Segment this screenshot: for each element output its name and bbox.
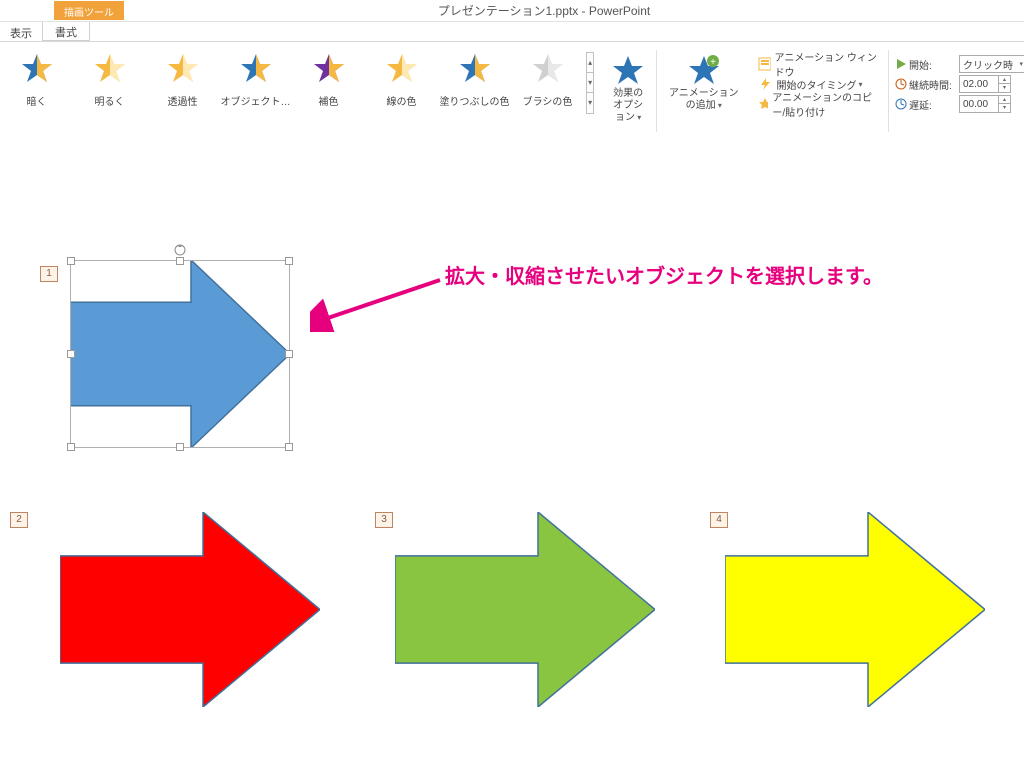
- duration-input[interactable]: 02.00▴▾: [959, 75, 1011, 93]
- pane-icon: [758, 57, 770, 71]
- instruction-arrow-icon: [310, 272, 450, 332]
- effect-options-button[interactable]: 効果の オプション: [600, 50, 656, 124]
- gallery-more[interactable]: ▾: [587, 93, 593, 113]
- arrow-shape[interactable]: [395, 512, 655, 707]
- effect-item[interactable]: 暗く: [0, 50, 73, 108]
- star-icon: [532, 52, 564, 84]
- gallery-scroll-up[interactable]: ▴: [587, 53, 593, 73]
- animation-tag[interactable]: 1: [40, 266, 58, 282]
- star-icon: [313, 52, 345, 84]
- animation-tag[interactable]: 2: [10, 512, 28, 528]
- star-icon: [167, 52, 199, 84]
- star-icon: [612, 54, 644, 86]
- star-icon: [240, 52, 272, 84]
- window-title: プレゼンテーション1.pptx - PowerPoint: [124, 2, 1024, 19]
- selection-handle[interactable]: [176, 443, 184, 451]
- effect-item[interactable]: 線の色: [365, 50, 438, 108]
- star-icon: [21, 52, 53, 84]
- start-label: 開始:: [909, 57, 959, 72]
- selection-handle[interactable]: [285, 350, 293, 358]
- selection-box: [70, 260, 290, 448]
- effect-item[interactable]: オブジェクト…: [219, 50, 292, 108]
- animation-tag[interactable]: 3: [375, 512, 393, 528]
- effect-item[interactable]: ブラシの色: [511, 50, 584, 108]
- effect-item[interactable]: 透過性: [146, 50, 219, 108]
- clock-icon: [895, 98, 907, 110]
- delay-input[interactable]: 00.00▴▾: [959, 95, 1011, 113]
- gallery-scroll: ▴ ▾ ▾: [586, 52, 594, 114]
- selection-handle[interactable]: [67, 350, 75, 358]
- selection-handle[interactable]: [285, 443, 293, 451]
- star-icon: [459, 52, 491, 84]
- duration-label: 継続時間:: [909, 77, 959, 92]
- instruction-text: 拡大・収縮させたいオブジェクトを選択します。: [445, 260, 883, 289]
- effect-item[interactable]: 明るく: [73, 50, 146, 108]
- tool-tab[interactable]: 描画ツール: [54, 1, 124, 20]
- effect-item[interactable]: 補色: [292, 50, 365, 108]
- delay-label: 遅延:: [909, 97, 959, 112]
- selection-handle[interactable]: [176, 257, 184, 265]
- arrow-shape[interactable]: [60, 512, 320, 707]
- tab-display[interactable]: 表示: [0, 22, 42, 41]
- lightning-icon: [758, 77, 772, 91]
- title-bar: 描画ツール プレゼンテーション1.pptx - PowerPoint: [0, 0, 1024, 22]
- star-icon: [386, 52, 418, 84]
- selection-handle[interactable]: [285, 257, 293, 265]
- clock-icon: [895, 78, 907, 90]
- gallery-scroll-down[interactable]: ▾: [587, 73, 593, 93]
- svg-text:+: +: [710, 57, 716, 68]
- add-animation-button[interactable]: + アニメーション の追加: [657, 50, 750, 133]
- animation-painter-button[interactable]: アニメーションのコピー/貼り付け: [758, 94, 880, 114]
- rotate-handle[interactable]: [174, 243, 186, 255]
- slide-canvas[interactable]: 拡大・収縮させたいオブジェクトを選択します。 1234: [0, 132, 1024, 759]
- tab-format[interactable]: 書式: [42, 22, 90, 41]
- animation-pane-button[interactable]: アニメーション ウィンドウ: [758, 54, 880, 74]
- effect-item[interactable]: 塗りつぶしの色: [438, 50, 511, 108]
- play-icon: [895, 58, 907, 70]
- start-select[interactable]: クリック時▾: [959, 55, 1024, 73]
- star-plus-icon: +: [688, 54, 720, 86]
- arrow-shape[interactable]: [725, 512, 985, 707]
- selection-handle[interactable]: [67, 257, 75, 265]
- selection-handle[interactable]: [67, 443, 75, 451]
- star-icon: [94, 52, 126, 84]
- painter-icon: [758, 97, 768, 111]
